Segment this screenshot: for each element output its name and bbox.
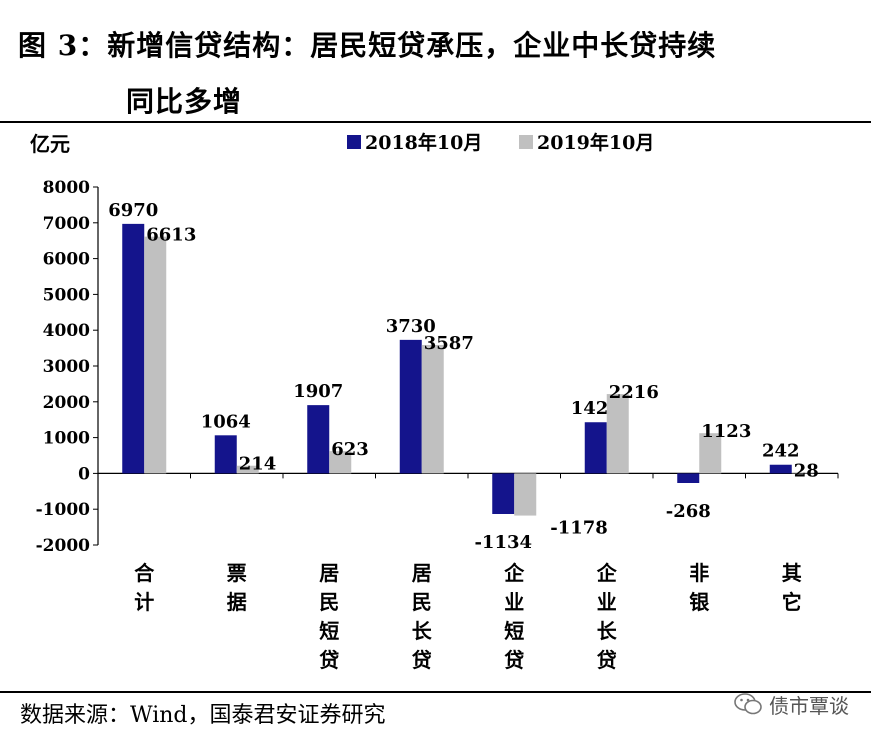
category-label-char: 短: [504, 619, 524, 643]
y-tick-label: -2000: [36, 536, 91, 556]
watermark: 债市覃谈: [733, 686, 849, 722]
bar-1-其它: [769, 464, 792, 474]
category-label-char: 银: [689, 590, 710, 614]
y-tick-label: 7000: [43, 214, 90, 234]
bar-2-合计: [144, 236, 167, 474]
bar-2-居民短贷: [329, 451, 352, 474]
bar-1-居民长贷: [399, 339, 422, 474]
watermark-text: 债市覃谈: [769, 693, 849, 718]
category-label-char: 业: [504, 590, 524, 614]
data-label-1-居民短贷: 1907: [293, 381, 343, 402]
category-label-其它: 其它: [782, 561, 802, 614]
category-label-合计: 合计: [134, 561, 155, 614]
bar-1-企业长贷: [584, 422, 607, 474]
category-label-char: 贷: [504, 648, 524, 672]
category-label-char: 长: [597, 619, 618, 643]
y-tick-label: -1000: [36, 500, 91, 520]
bar-1-票据: [214, 435, 237, 474]
category-label-char: 企: [596, 561, 618, 585]
unit-label: 亿元: [30, 132, 70, 156]
category-label-char: 其: [782, 561, 802, 585]
bar-1-合计: [122, 223, 145, 474]
data-label-2-合计: 6613: [146, 225, 196, 246]
data-label-2-票据: 214: [239, 454, 277, 475]
category-label-char: 贷: [597, 648, 617, 672]
category-label-居民短贷: 居民短贷: [319, 561, 339, 672]
category-label-char: 居: [412, 561, 432, 585]
figure-title-line1: 图 3：新增信贷结构：居民短贷承压，企业中长贷持续: [18, 29, 717, 62]
bar-1-企业短贷: [492, 473, 515, 514]
category-label-char: 居: [319, 561, 339, 585]
category-label-char: 计: [134, 590, 154, 614]
figure-title: 图 3：新增信贷结构：居民短贷承压，企业中长贷持续 同比多增: [18, 18, 868, 130]
y-tick-label: 1000: [43, 429, 90, 449]
data-label-1-合计: 6970: [108, 200, 158, 221]
y-tick-label: 6000: [43, 250, 90, 270]
y-tick-label: 4000: [43, 321, 90, 341]
bar-2-其它: [791, 472, 814, 474]
bar-1-居民短贷: [307, 405, 330, 474]
y-tick-label: 8000: [43, 178, 90, 198]
top-rule: [0, 121, 871, 123]
category-label-char: 长: [412, 619, 433, 643]
bar-chart: 亿元 2018年10月 2019年10月 -2000 -1000 0 1000 2000 300…: [30, 131, 839, 672]
category-label-char: 非: [689, 561, 709, 585]
data-label-1-居民长贷: 3730: [386, 316, 436, 337]
bar-1-非银: [677, 473, 700, 483]
legend-label-1: 2018年10月: [365, 131, 482, 154]
data-label-2-居民短贷: 623: [331, 439, 369, 460]
data-label-1-票据: 1064: [201, 411, 251, 432]
data-label-1-其它: 242: [762, 441, 800, 462]
bar-2-非银: [699, 433, 722, 474]
bar-2-企业长贷: [606, 394, 629, 474]
category-label-char: 短: [319, 619, 339, 643]
legend-swatch-2: [519, 135, 533, 149]
data-label-1-企业短贷: -1134: [474, 532, 532, 553]
category-label-char: 合: [134, 561, 155, 585]
figure-title-line2: 同比多增: [126, 85, 243, 118]
category-label-char: 它: [782, 590, 802, 614]
y-tick-label: 3000: [43, 357, 90, 377]
category-label-char: 贷: [319, 648, 339, 672]
category-label-非银: 非银: [689, 561, 710, 614]
source-note: 数据来源：Wind，国泰君安证券研究: [20, 703, 386, 728]
category-label-企业短贷: 企业短贷: [503, 561, 525, 672]
category-label-char: 民: [319, 590, 339, 614]
category-label-char: 企: [503, 561, 525, 585]
bar-2-居民长贷: [421, 344, 444, 474]
category-label-char: 贷: [412, 648, 432, 672]
bar-2-企业短贷: [514, 473, 537, 516]
category-label-居民长贷: 居民长贷: [412, 561, 433, 672]
category-label-票据: 票据: [227, 561, 247, 614]
data-label-2-其它: 28: [794, 460, 819, 481]
category-label-char: 票: [227, 561, 247, 585]
category-label-企业长贷: 企业长贷: [596, 561, 618, 672]
data-label-1-非银: -268: [666, 501, 711, 522]
data-label-2-居民长贷: 3587: [424, 333, 474, 354]
legend-swatch-1: [347, 135, 361, 149]
data-label-2-企业短贷: -1178: [550, 518, 608, 539]
data-label-2-企业长贷: 2216: [609, 382, 659, 403]
y-tick-label: 0: [78, 464, 90, 484]
data-label-2-非银: 1123: [701, 421, 751, 442]
wechat-icon: [734, 693, 762, 715]
bottom-rule: [0, 691, 871, 693]
category-label-char: 据: [227, 590, 247, 614]
y-tick-label: 5000: [43, 285, 90, 305]
legend-label-2: 2019年10月: [537, 131, 654, 154]
category-label-char: 业: [597, 590, 617, 614]
bar-2-票据: [236, 465, 259, 474]
category-label-char: 民: [412, 590, 432, 614]
y-tick-label: 2000: [43, 393, 90, 413]
